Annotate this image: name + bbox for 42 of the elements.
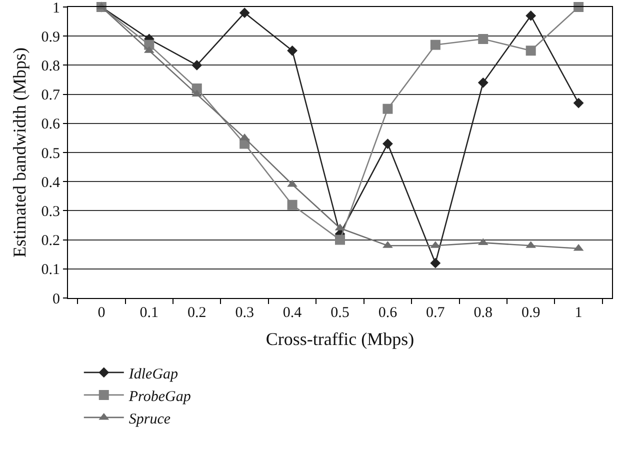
y-tick-label: 0.4 [41, 174, 60, 191]
y-tick-label: 0.9 [41, 29, 60, 46]
x-tick-label: 0.2 [187, 305, 206, 321]
point [239, 8, 250, 18]
point [430, 258, 441, 268]
point [335, 234, 345, 245]
y-tick-label: 0.1 [41, 262, 60, 278]
point [382, 138, 393, 149]
x-tick-label: 0.4 [282, 305, 302, 321]
y-tick-label: 0.5 [41, 146, 60, 162]
point [287, 200, 298, 210]
y-tick-label: 0 [52, 291, 60, 308]
x-tick-label: 0.9 [521, 305, 540, 321]
x-axis-title: Cross-traffic (Mbps) [266, 329, 414, 350]
point [478, 34, 488, 44]
legend-label: ProbeGap [128, 388, 192, 405]
x-tick-label: 0.5 [330, 305, 350, 321]
point [574, 2, 584, 12]
point [287, 45, 298, 56]
x-tick-label: 0.3 [235, 305, 254, 321]
point [573, 98, 584, 108]
y-tick-label: 0.2 [41, 233, 60, 250]
point [478, 77, 488, 88]
point [430, 40, 440, 50]
point [526, 10, 536, 21]
point [526, 46, 536, 56]
x-tick-label: 0.6 [378, 305, 398, 321]
x-tick-label: 0.7 [426, 305, 446, 321]
x-tick-label: 1 [574, 305, 582, 321]
y-tick-label: 0.6 [41, 116, 60, 133]
y-tick-label: 0.8 [41, 58, 60, 74]
point [382, 104, 393, 114]
y-axis-title: Estimated bandwidth (Mbps) [9, 48, 30, 258]
y-tick-label: 0.3 [41, 204, 60, 220]
x-tick-label: 0 [98, 305, 106, 321]
legend-label: IdleGap [128, 366, 179, 382]
y-tick-label: 0.7 [41, 88, 60, 104]
legend-label: Spruce [128, 411, 171, 428]
x-tick-label: 0.1 [140, 305, 159, 321]
y-tick-label: 1 [52, 0, 60, 16]
x-tick-label: 0.8 [474, 305, 493, 321]
point [192, 60, 202, 70]
